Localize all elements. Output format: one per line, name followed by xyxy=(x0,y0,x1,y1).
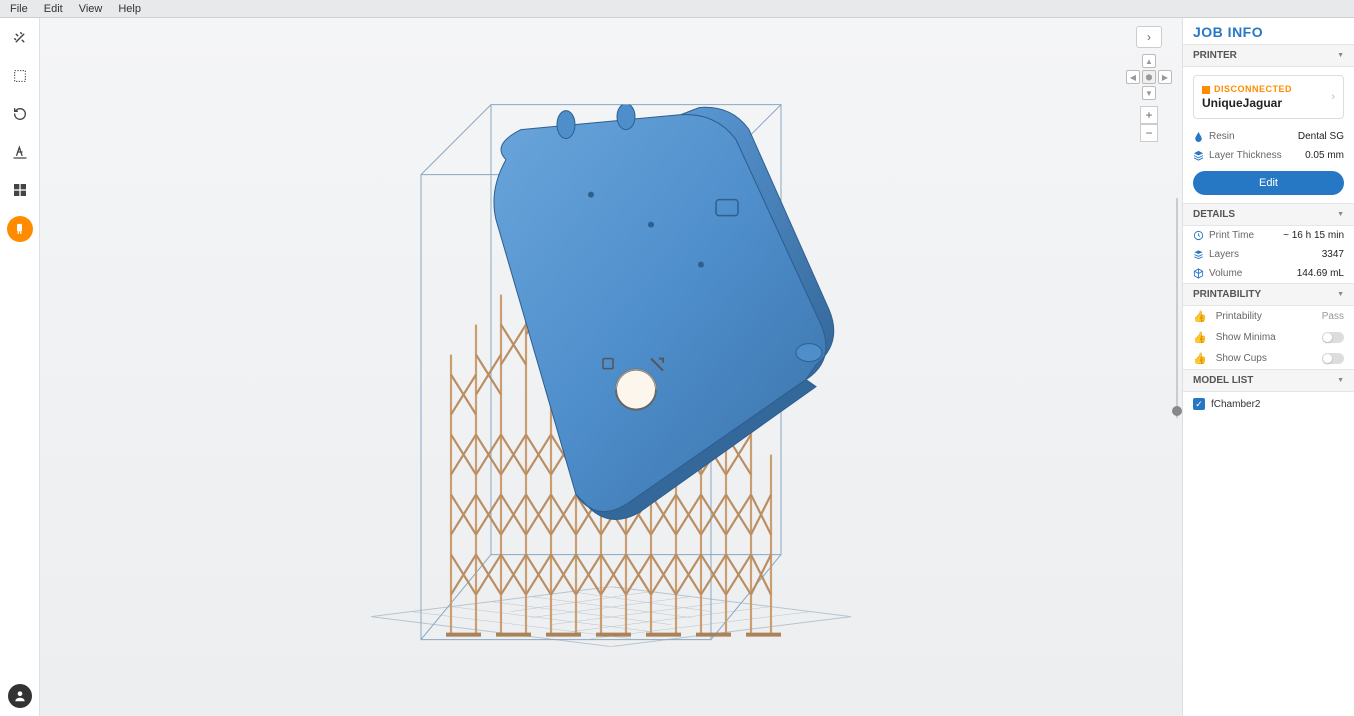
model-checkbox[interactable]: ✓ xyxy=(1193,398,1205,410)
layer-slider-track[interactable] xyxy=(1176,198,1178,418)
zoom-controls: + − xyxy=(1140,106,1158,142)
thumbs-up-icon: 👍 xyxy=(1193,310,1207,323)
select-tool[interactable] xyxy=(8,64,32,88)
left-toolbar xyxy=(0,18,40,716)
toggle-show-minima[interactable] xyxy=(1322,332,1344,343)
menu-file[interactable]: File xyxy=(2,2,36,16)
model-fchamber2[interactable] xyxy=(451,105,841,545)
panel-title: JOB INFO xyxy=(1183,18,1354,44)
view-left[interactable]: ◀ xyxy=(1126,70,1140,84)
section-model-list[interactable]: MODEL LIST▼ xyxy=(1183,369,1354,392)
supports-tool[interactable] xyxy=(7,216,33,242)
printer-card[interactable]: DISCONNECTED UniqueJaguar › xyxy=(1193,75,1344,119)
menu-bar: File Edit View Help xyxy=(0,0,1354,18)
row-volume: Volume 144.69 mL xyxy=(1183,264,1354,283)
zoom-out-button[interactable]: − xyxy=(1140,124,1158,142)
layers-icon xyxy=(1193,150,1204,161)
rotate-tool[interactable] xyxy=(8,102,32,126)
layout-tool[interactable] xyxy=(8,178,32,202)
section-printer[interactable]: PRINTER▼ xyxy=(1183,44,1354,67)
transform-gizmo[interactable] xyxy=(601,355,671,415)
view-right[interactable]: ▶ xyxy=(1158,70,1172,84)
view-bottom[interactable]: ▼ xyxy=(1142,86,1156,100)
thumbs-up-icon: 👍 xyxy=(1193,331,1207,344)
row-layer-thickness: Layer Thickness 0.05 mm xyxy=(1183,146,1354,165)
cube-icon xyxy=(1193,268,1204,279)
collapse-panel-button[interactable]: › xyxy=(1136,26,1162,48)
zoom-in-button[interactable]: + xyxy=(1140,106,1158,124)
row-layers: Layers 3347 xyxy=(1183,245,1354,264)
toggle-show-cups[interactable] xyxy=(1322,353,1344,364)
view-cube[interactable]: ▲ ◀ ⬢ ▶ ▼ xyxy=(1126,54,1172,100)
view-home[interactable]: ⬢ xyxy=(1142,70,1156,84)
menu-edit[interactable]: Edit xyxy=(36,2,71,16)
row-show-cups: 👍Show Cups xyxy=(1183,348,1354,369)
printer-name: UniqueJaguar xyxy=(1202,96,1335,110)
printer-status-icon xyxy=(1202,86,1210,94)
scene xyxy=(301,45,921,665)
layer-slider-handle[interactable] xyxy=(1172,406,1182,416)
chevron-down-icon: ▼ xyxy=(1337,52,1344,59)
chevron-down-icon: ▼ xyxy=(1337,211,1344,218)
row-printability: 👍Printability Pass xyxy=(1183,306,1354,327)
row-show-minima: 👍Show Minima xyxy=(1183,327,1354,348)
view-navigation-widget: › ▲ ◀ ⬢ ▶ ▼ + − xyxy=(1126,26,1172,142)
chevron-down-icon: ▼ xyxy=(1337,377,1344,384)
edit-button[interactable]: Edit xyxy=(1193,171,1344,195)
magic-wand-tool[interactable] xyxy=(8,26,32,50)
model-list-item[interactable]: ✓ fChamber2 xyxy=(1183,392,1354,416)
user-account-button[interactable] xyxy=(8,684,32,708)
row-resin: Resin Dental SG xyxy=(1183,127,1354,146)
row-print-time: Print Time ~ 16 h 15 min xyxy=(1183,226,1354,245)
job-info-panel: JOB INFO PRINTER▼ DISCONNECTED UniqueJag… xyxy=(1182,18,1354,716)
thumbs-up-icon: 👍 xyxy=(1193,352,1207,365)
section-details[interactable]: DETAILS▼ xyxy=(1183,203,1354,226)
printer-status: DISCONNECTED xyxy=(1214,84,1292,94)
model-name: fChamber2 xyxy=(1211,399,1260,410)
scale-tool[interactable] xyxy=(8,140,32,164)
menu-view[interactable]: View xyxy=(71,2,111,16)
view-top[interactable]: ▲ xyxy=(1142,54,1156,68)
section-printability[interactable]: PRINTABILITY▼ xyxy=(1183,283,1354,306)
menu-help[interactable]: Help xyxy=(110,2,149,16)
chevron-right-icon: › xyxy=(1331,91,1335,103)
resin-drop-icon xyxy=(1193,131,1204,142)
clock-icon xyxy=(1193,230,1204,241)
3d-viewport[interactable]: › ▲ ◀ ⬢ ▶ ▼ + − xyxy=(40,18,1182,716)
chevron-down-icon: ▼ xyxy=(1337,291,1344,298)
stack-icon xyxy=(1193,249,1204,260)
